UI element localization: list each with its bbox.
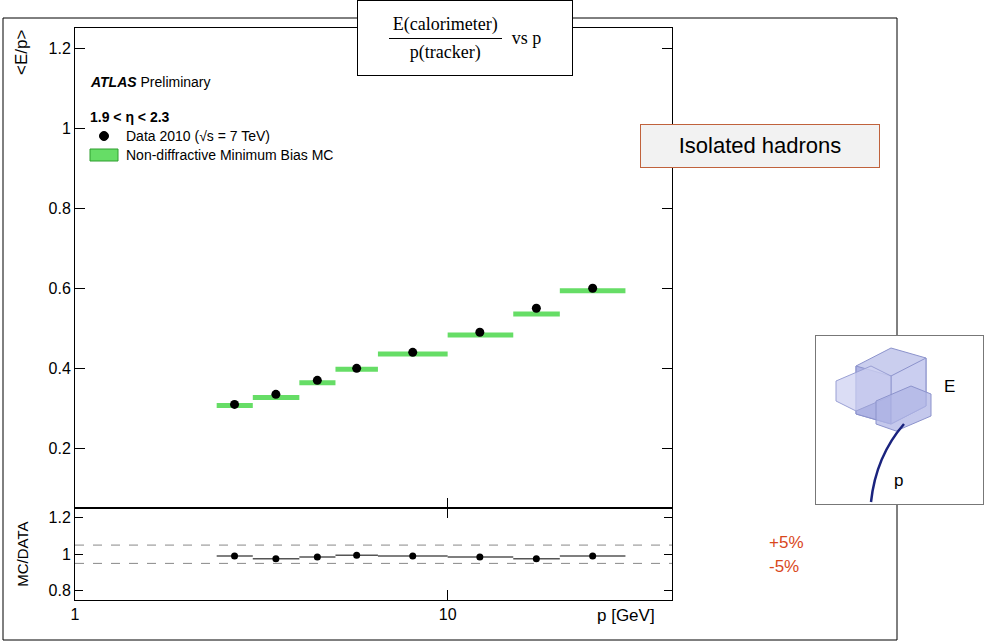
svg-text:Non-diffractive Minimum Bias M: Non-diffractive Minimum Bias MC <box>126 147 333 163</box>
svg-text:ATLAS Preliminary: ATLAS Preliminary <box>90 74 211 90</box>
svg-text:<E/p>: <E/p> <box>12 30 31 75</box>
svg-text:0.6: 0.6 <box>49 280 71 297</box>
svg-text:1.2: 1.2 <box>49 509 71 526</box>
svg-text:p [GeV]: p [GeV] <box>597 606 655 625</box>
svg-text:0.4: 0.4 <box>49 360 71 377</box>
svg-text:0.8: 0.8 <box>49 200 71 217</box>
svg-text:0.8: 0.8 <box>49 582 71 599</box>
svg-text:1: 1 <box>62 546 71 563</box>
svg-text:E: E <box>944 377 955 396</box>
svg-text:p: p <box>894 471 903 490</box>
html-text:p(tracker): p(tracker) <box>409 41 481 62</box>
html-text:E(calorimeter): E(calorimeter) <box>392 13 498 34</box>
svg-text:MC/DATA: MC/DATA <box>14 521 31 586</box>
svg-text:Data 2010 (√s = 7 TeV): Data 2010 (√s = 7 TeV) <box>126 128 270 144</box>
html-text:vs p: vs p <box>511 27 542 48</box>
svg-text:+5%: +5% <box>769 533 804 552</box>
svg-text:0.2: 0.2 <box>49 440 71 457</box>
svg-text:1.2: 1.2 <box>49 40 71 57</box>
svg-text:10: 10 <box>439 606 457 623</box>
svg-text:1: 1 <box>71 606 80 623</box>
svg-text:1.9 < η < 2.3: 1.9 < η < 2.3 <box>90 109 170 125</box>
html-text:Isolated hadrons: Isolated hadrons <box>678 133 842 158</box>
svg-text:1: 1 <box>62 120 71 137</box>
svg-text:-5%: -5% <box>769 557 799 576</box>
